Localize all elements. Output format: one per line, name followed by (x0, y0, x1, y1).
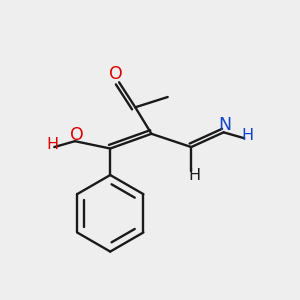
Text: O: O (70, 126, 83, 144)
Text: N: N (218, 116, 231, 134)
Text: H: H (241, 128, 253, 143)
Text: O: O (109, 65, 123, 83)
Text: H: H (188, 167, 200, 182)
Text: H: H (47, 137, 59, 152)
